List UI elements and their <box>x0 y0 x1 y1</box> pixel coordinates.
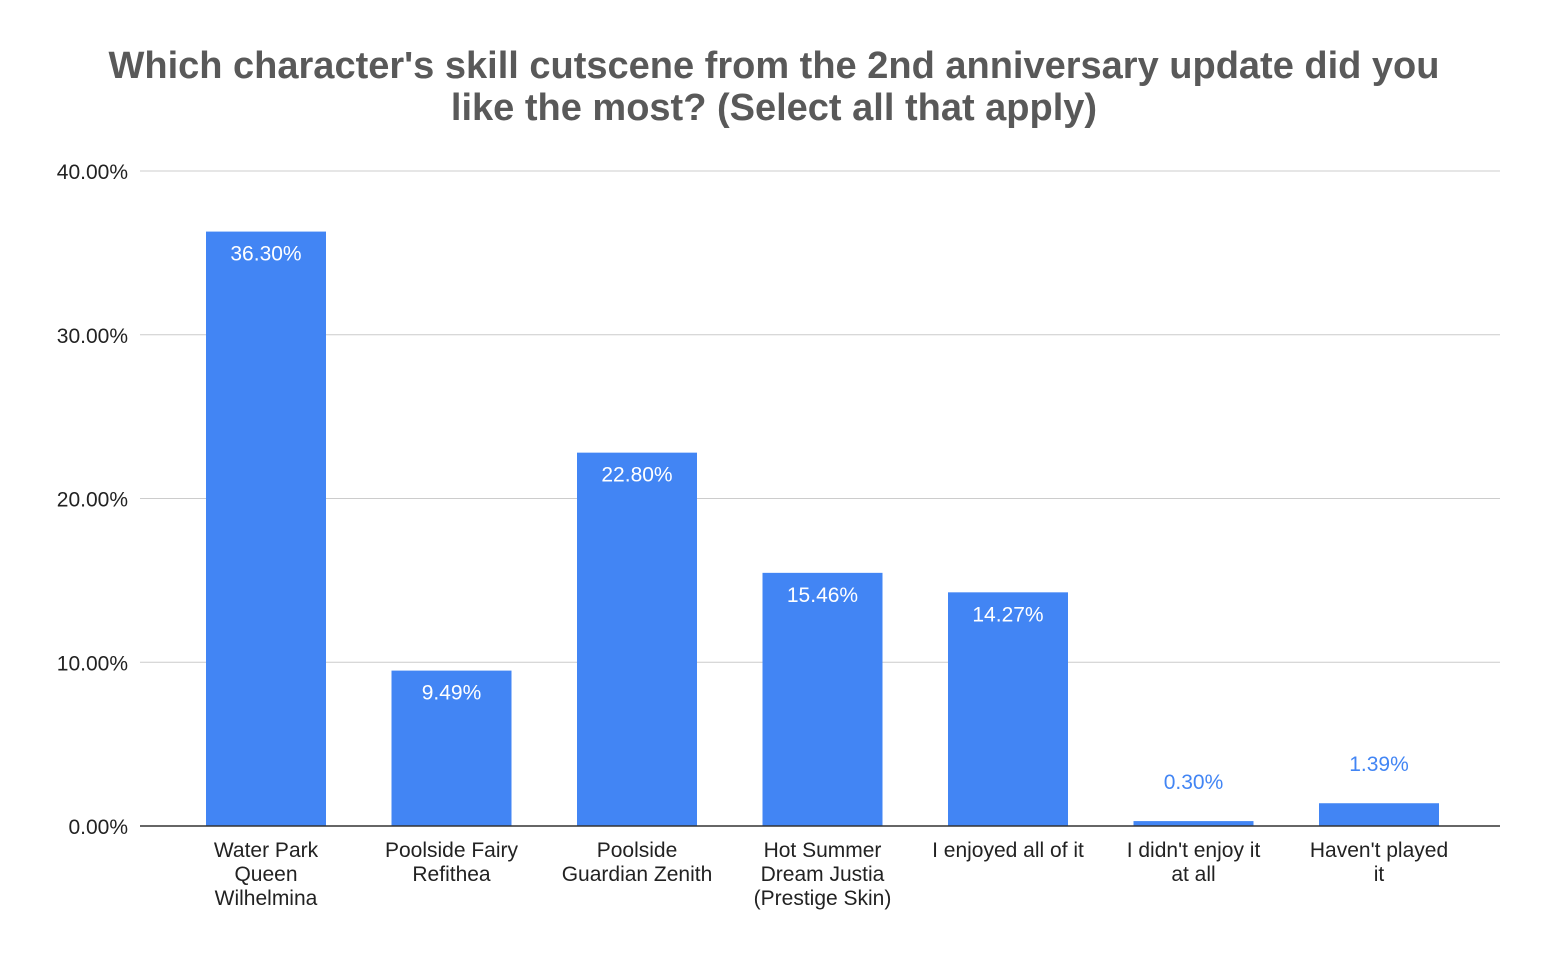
y-tick-label: 10.00% <box>57 652 128 675</box>
bar <box>577 452 697 826</box>
x-tick-label: I didn't enjoy it <box>1127 839 1261 862</box>
data-label: 15.46% <box>787 584 858 607</box>
x-tick-label: Refithea <box>412 863 491 886</box>
y-tick-label: 20.00% <box>57 489 128 512</box>
x-tick-label: Haven't played <box>1310 839 1448 862</box>
y-tick-label: 30.00% <box>57 325 128 348</box>
x-tick-label: Poolside Fairy <box>385 839 519 862</box>
bar <box>948 592 1068 826</box>
x-tick-label: it <box>1374 863 1385 886</box>
data-label: 1.39% <box>1349 753 1409 776</box>
x-tick-label: Water Park <box>214 839 319 862</box>
x-tick-label: Queen <box>234 863 297 886</box>
data-label: 0.30% <box>1164 771 1224 794</box>
data-label: 36.30% <box>230 243 301 266</box>
chart-title-line-2: like the most? (Select all that apply) <box>450 87 1098 129</box>
x-tick-label: Guardian Zenith <box>562 863 713 886</box>
data-label: 9.49% <box>422 682 482 705</box>
x-tick-label: Dream Justia <box>761 863 885 886</box>
data-label: 14.27% <box>972 603 1043 626</box>
chart-title-line-1: Which character's skill cutscene from th… <box>108 45 1440 87</box>
x-tick-label: at all <box>1171 863 1215 886</box>
bar <box>762 572 883 826</box>
y-tick-label: 40.00% <box>57 161 128 184</box>
x-tick-label: Wilhelmina <box>215 887 318 910</box>
x-tick-label: I enjoyed all of it <box>932 839 1084 862</box>
bar <box>206 231 326 826</box>
x-tick-label: (Prestige Skin) <box>754 887 892 910</box>
bar <box>1319 803 1439 826</box>
bar <box>391 670 512 826</box>
y-tick-label: 0.00% <box>68 816 128 839</box>
data-label: 22.80% <box>601 464 672 487</box>
x-tick-label: Hot Summer <box>764 839 882 862</box>
x-tick-label: Poolside <box>597 839 678 862</box>
bar <box>1133 821 1254 826</box>
